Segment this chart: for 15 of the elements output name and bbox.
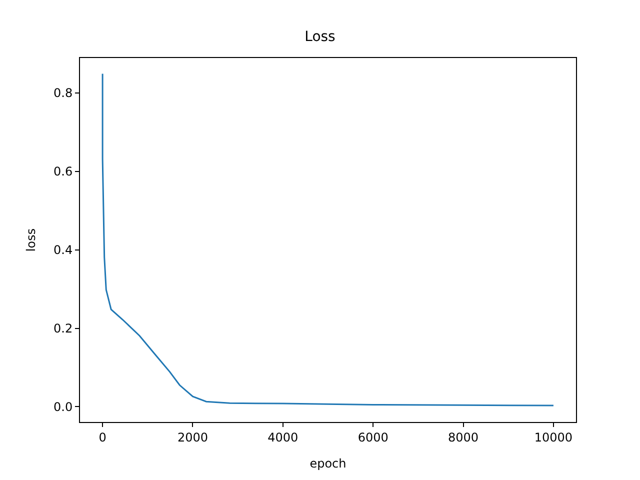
y-tick-label: 0.4 [54, 243, 73, 258]
x-tick-label: 2000 [177, 430, 208, 444]
x-axis-title: epoch [310, 456, 346, 470]
x-tick-label: 6000 [358, 430, 388, 444]
x-tick-label: 0 [98, 430, 106, 444]
y-tick-label: 0.0 [54, 400, 73, 414]
y-axis-title: loss [24, 228, 38, 252]
y-tick-label: 0.8 [54, 86, 73, 100]
x-tick-label: 10000 [534, 430, 573, 444]
line-series [102, 72, 554, 406]
x-tick-label: 8000 [448, 430, 479, 444]
y-tick-label: 0.2 [54, 321, 73, 336]
x-tick-label: 4000 [268, 430, 298, 444]
chart-title: Loss [304, 28, 336, 45]
y-tick-label: 0.6 [54, 164, 73, 179]
